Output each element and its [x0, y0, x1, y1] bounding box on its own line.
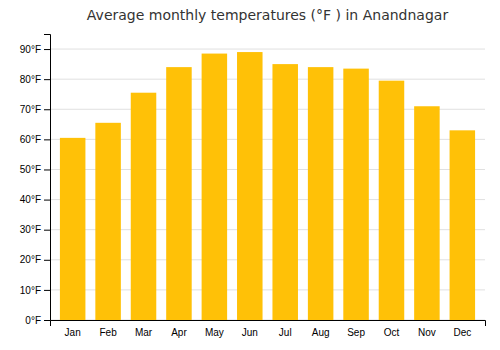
y-tick: 60°F: [20, 134, 50, 145]
grid-line: [50, 79, 485, 80]
y-tick: 40°F: [20, 194, 50, 205]
tick-label: Dec: [453, 327, 471, 338]
tick-mark: [44, 109, 50, 110]
tick-label: 40°F: [20, 194, 41, 205]
x-tick: Mar: [135, 327, 153, 338]
tick-label: Jul: [279, 327, 292, 338]
tick-label: 10°F: [20, 285, 41, 296]
bar: [95, 123, 121, 320]
tick-mark: [44, 290, 50, 291]
bar: [414, 106, 440, 320]
tick-mark: [44, 169, 50, 170]
x-tick: Jan: [65, 327, 81, 338]
bar: [237, 52, 263, 320]
y-tick: 50°F: [20, 164, 50, 175]
y-tick: 30°F: [20, 224, 50, 235]
x-tick: Dec: [453, 327, 471, 338]
y-tick: 10°F: [20, 285, 50, 296]
tick-label: Feb: [99, 327, 117, 338]
tick-mark: [44, 200, 50, 201]
plot-area: 0°F 10°F 20°F 30°F 40°F 50°F 60°F 70°F 80°F 90°F J…: [20, 35, 486, 339]
grid-line: [50, 49, 485, 50]
y-axis: 0°F 10°F 20°F 30°F 40°F 50°F 60°F 70°F 80°F 90°F: [20, 35, 51, 326]
tick-label: Nov: [418, 327, 436, 338]
title: Average monthly temperatures (°F ) in An…: [87, 7, 449, 23]
tick-label: 0°F: [25, 315, 41, 326]
axis-line: [44, 35, 51, 321]
y-tick: 20°F: [20, 254, 50, 265]
bar: [272, 64, 298, 320]
tick-mark: [44, 320, 50, 321]
tick-label: Aug: [312, 327, 330, 338]
tick-label: 20°F: [20, 254, 41, 265]
tick-mark: [44, 260, 50, 261]
bars: [60, 52, 475, 320]
x-tick: Feb: [99, 327, 117, 338]
bar: [450, 130, 476, 320]
x-tick: Oct: [384, 327, 400, 338]
bar: [202, 54, 228, 320]
bar: [166, 67, 192, 320]
bar: [379, 81, 405, 320]
tick-label: Jun: [242, 327, 258, 338]
x-tick: Apr: [171, 327, 187, 338]
tick-label: 50°F: [20, 164, 41, 175]
x-tick: Jul: [279, 327, 292, 338]
y-tick: 0°F: [25, 315, 50, 326]
chart: 0°F 10°F 20°F 30°F 40°F 50°F 60°F 70°F 80°F 90°F J…: [0, 0, 500, 350]
tick-label: 30°F: [20, 224, 41, 235]
tick-label: Sep: [347, 327, 365, 338]
tick-label: 70°F: [20, 104, 41, 115]
x-tick: Aug: [312, 327, 330, 338]
bar: [343, 69, 369, 320]
tick-mark: [44, 79, 50, 80]
tick-mark: [44, 49, 50, 50]
x-tick: Jun: [242, 327, 258, 338]
tick-label: May: [205, 327, 224, 338]
bar: [308, 67, 334, 320]
grid: [50, 49, 485, 320]
tick-mark: [44, 139, 50, 140]
tick-label: Apr: [171, 327, 187, 338]
bar: [60, 138, 86, 320]
x-tick: May: [205, 327, 224, 338]
tick-mark: [44, 230, 50, 231]
bar: [131, 93, 157, 320]
tick-label: 90°F: [20, 44, 41, 55]
x-tick: Sep: [347, 327, 365, 338]
axis-line: [51, 321, 486, 327]
tick-label: Oct: [384, 327, 400, 338]
tick-label: 60°F: [20, 134, 41, 145]
y-tick: 80°F: [20, 74, 50, 85]
x-axis: Jan Feb Mar Apr May Jun Jul Aug Sep Oct Nov Dec: [51, 321, 486, 339]
tick-label: Mar: [135, 327, 153, 338]
y-tick: 70°F: [20, 104, 50, 115]
tick-label: Jan: [65, 327, 81, 338]
y-tick: 90°F: [20, 44, 50, 55]
tick-label: 80°F: [20, 74, 41, 85]
x-tick: Nov: [418, 327, 436, 338]
